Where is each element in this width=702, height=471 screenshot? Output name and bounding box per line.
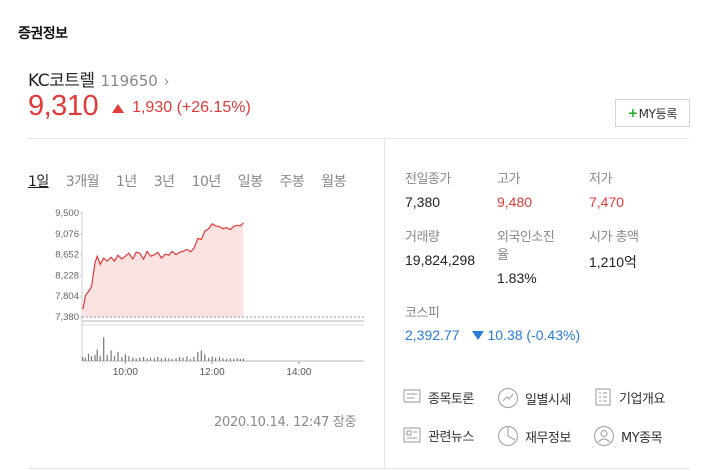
tab-3years[interactable]: 3년 <box>153 174 175 190</box>
divider-top <box>28 138 690 139</box>
stock-name[interactable]: KC코트렐 <box>28 71 95 91</box>
plus-icon: + <box>627 106 638 120</box>
period-tabs: 1일 3개월 1년 3년 10년 일봉 주봉 월봉 <box>28 171 347 191</box>
link-overview-label: 기업개요 <box>619 391 665 407</box>
info-low: 저가 7,470 <box>589 171 624 210</box>
high-label: 고가 <box>497 172 520 187</box>
finance-pie-icon <box>497 425 519 447</box>
link-daily-label: 일별시세 <box>525 392 571 408</box>
high-value: 9,480 <box>497 194 533 210</box>
my-register-label: MY등록 <box>638 106 678 121</box>
link-discussion-label: 종목토론 <box>428 391 474 407</box>
link-finance-label: 재무정보 <box>525 430 571 446</box>
divider-bottom <box>28 468 690 469</box>
daily-trend-icon <box>497 387 519 409</box>
link-company-overview[interactable]: 기업개요 <box>593 387 665 407</box>
volume-label: 거래량 <box>405 230 440 245</box>
tab-daily-candle[interactable]: 일봉 <box>237 174 263 190</box>
info-kospi: 코스피 <box>405 305 440 323</box>
volume-value: 19,824,298 <box>405 252 476 268</box>
link-related-news[interactable]: 관련뉴스 <box>402 425 474 445</box>
tab-10years[interactable]: 10년 <box>191 174 222 190</box>
my-person-icon <box>593 425 615 447</box>
prev-close-label: 전일종가 <box>405 172 451 187</box>
price-change: 1,930 (+26.15%) <box>132 99 251 116</box>
y-tick-label: 7,804 <box>55 291 79 302</box>
chart-x-ticks: 10:00 12:00 14:00 <box>113 361 312 378</box>
tab-3months[interactable]: 3개월 <box>65 174 100 190</box>
link-discussion[interactable]: 종목토론 <box>402 387 474 407</box>
timestamp: 2020.10.14. 12:47 장중 <box>214 415 357 430</box>
low-label: 저가 <box>589 172 612 187</box>
tab-monthly-candle[interactable]: 월봉 <box>321 174 347 190</box>
x-tick-label: 10:00 <box>113 367 138 378</box>
tab-1day[interactable]: 1일 <box>28 174 49 190</box>
info-high: 고가 9,480 <box>497 171 532 210</box>
company-overview-icon <box>595 388 611 406</box>
y-tick-label: 9,500 <box>55 208 79 219</box>
current-price: 9,310 <box>28 90 99 122</box>
foreign-ratio-label-1: 외국인소진 <box>497 230 555 245</box>
price-chart[interactable]: 9,500 9,076 8,652 8,228 7,804 7,380 10:00 12:0… <box>0 200 384 380</box>
kospi-row[interactable]: 2,392.77 10.38 (-0.43%) <box>405 327 580 343</box>
y-tick-label: 7,380 <box>55 312 79 323</box>
price-area <box>82 222 244 317</box>
my-register-button[interactable]: + MY등록 <box>615 99 690 127</box>
tab-weekly-candle[interactable]: 주봉 <box>279 174 305 190</box>
info-foreign-ratio: 외국인소진 율 1.83% <box>497 229 555 286</box>
prev-close-value: 7,380 <box>405 194 441 210</box>
tab-1year[interactable]: 1년 <box>115 174 137 190</box>
info-prev-close: 전일종가 7,380 <box>405 171 451 210</box>
link-my-stocks[interactable]: MY종목 <box>593 425 663 447</box>
up-triangle-icon <box>112 103 125 113</box>
stock-name-row[interactable]: KC코트렐 119650 › <box>28 66 169 91</box>
y-tick-label: 9,076 <box>55 229 79 240</box>
foreign-ratio-value: 1.83% <box>497 270 537 286</box>
x-tick-label: 14:00 <box>286 367 311 378</box>
volume-bars <box>82 337 244 361</box>
y-tick-label: 8,228 <box>55 270 79 281</box>
link-financial-info[interactable]: 재무정보 <box>497 425 571 447</box>
price-row: 9,310 1,930 (+26.15%) <box>28 90 251 123</box>
market-cap-value: 1,210억 <box>589 254 637 270</box>
chevron-right-icon[interactable]: › <box>163 74 170 90</box>
market-cap-label: 시가 총액 <box>589 230 639 245</box>
discussion-icon <box>403 389 421 403</box>
kospi-change: 10.38 (-0.43%) <box>487 327 581 343</box>
down-triangle-icon <box>471 330 484 340</box>
info-market-cap: 시가 총액 1,210억 <box>589 229 639 272</box>
price-line <box>82 222 244 310</box>
link-news-label: 관련뉴스 <box>428 429 474 445</box>
stock-code[interactable]: 119650 <box>100 72 158 90</box>
news-icon <box>403 427 421 443</box>
section-title: 증권정보 <box>18 26 68 42</box>
kospi-value: 2,392.77 <box>405 327 460 343</box>
link-daily-price[interactable]: 일별시세 <box>497 387 571 409</box>
kospi-label[interactable]: 코스피 <box>405 306 440 321</box>
x-tick-label: 12:00 <box>200 367 225 378</box>
foreign-ratio-label-2: 율 <box>497 248 509 263</box>
info-volume: 거래량 19,824,298 <box>405 229 475 268</box>
low-value: 7,470 <box>589 194 625 210</box>
chart-y-ticks: 9,500 9,076 8,652 8,228 7,804 7,380 <box>55 208 82 323</box>
divider-vertical <box>384 139 385 469</box>
link-my-stocks-label: MY종목 <box>621 430 663 446</box>
y-tick-label: 8,652 <box>55 250 79 261</box>
